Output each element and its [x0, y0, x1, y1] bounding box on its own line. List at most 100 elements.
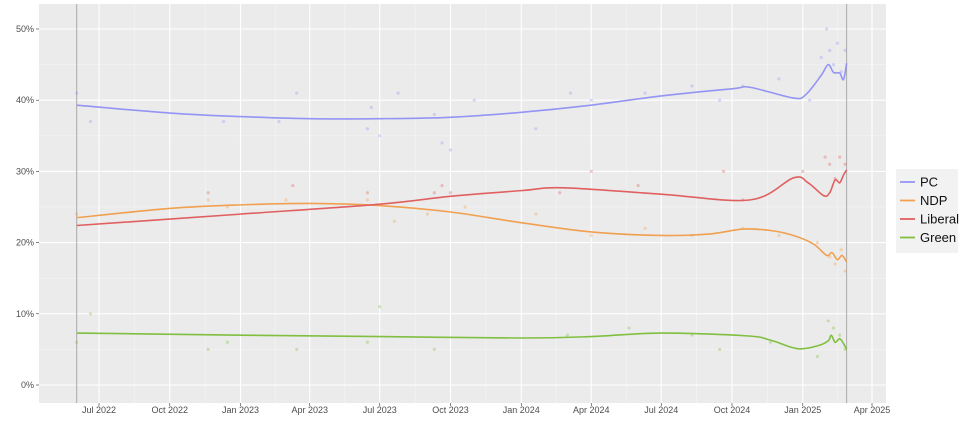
poll-point-pc: [295, 91, 299, 95]
x-axis: Jul 2022 Oct 2022 Jan 2023 Apr 2023 Jul 2023…: [82, 403, 890, 415]
poll-point-liberal: [721, 169, 726, 173]
poll-point-ndp: [843, 269, 847, 273]
poll-point-liberal: [843, 162, 847, 166]
poll-point-ndp: [206, 198, 210, 202]
poll-point-liberal: [448, 191, 453, 195]
x-tick-label: Oct 2024: [714, 405, 751, 415]
trend-line-liberal: [76, 169, 848, 227]
poll-point-green: [365, 340, 370, 344]
y-tick-label: 0%: [21, 380, 34, 390]
poll-point-green: [432, 347, 436, 351]
poll-point-pc: [277, 119, 281, 124]
poll-point-green: [378, 305, 382, 309]
poll-point-pc: [843, 48, 847, 52]
y-axis: 0% 10% 20% 30% 40% 50%: [16, 24, 39, 390]
poll-point-green: [718, 347, 722, 351]
poll-point-green: [838, 333, 842, 337]
gridlines: [39, 4, 886, 403]
poll-point-pc: [589, 98, 593, 102]
poll-point-pc: [825, 27, 829, 31]
x-tick-label: Oct 2023: [432, 405, 469, 415]
poll-point-liberal: [365, 191, 370, 195]
poll-point-ndp: [75, 212, 79, 216]
poll-point-liberal: [823, 155, 827, 159]
trend-lines: [76, 63, 848, 350]
poll-point-pc: [777, 77, 781, 81]
poll-point-liberal: [801, 169, 805, 173]
poll-point-ndp: [365, 198, 370, 202]
poll-point-ndp: [392, 219, 396, 223]
poll-point-pc: [831, 63, 836, 67]
poll-point-pc: [808, 98, 812, 102]
poll-point-liberal: [206, 191, 210, 195]
poll-point-green: [627, 326, 631, 330]
poll-point-ndp: [225, 205, 230, 209]
poll-point-green: [815, 354, 819, 359]
poll-point-pc: [369, 105, 373, 109]
poll-point-green: [225, 340, 230, 344]
poll-point-ndp: [777, 233, 781, 238]
poll-point-pc: [819, 55, 823, 60]
poll-point-pc: [839, 70, 843, 74]
legend-label-pc: PC: [920, 175, 938, 190]
poll-point-ndp: [833, 262, 837, 266]
poll-point-green: [768, 340, 773, 344]
poll-point-pc: [828, 48, 832, 52]
y-tick-label: 20%: [16, 238, 34, 248]
poll-point-green: [826, 319, 830, 323]
x-tick-label: Apr 2025: [854, 405, 891, 415]
poll-point-ndp: [534, 212, 538, 216]
legend-background: [896, 169, 958, 253]
trend-line-pc: [76, 63, 848, 120]
poll-point-ndp: [839, 248, 843, 252]
poll-point-green: [565, 333, 570, 337]
plot-panel: [39, 4, 886, 403]
poll-point-ndp: [463, 205, 467, 209]
poll-point-green: [690, 333, 694, 337]
y-tick-label: 30%: [16, 166, 34, 176]
poll-point-pc: [432, 112, 436, 117]
poll-point-pc: [440, 141, 444, 145]
poll-point-pc: [365, 127, 370, 131]
poll-point-pc: [378, 134, 382, 138]
poll-point-pc: [448, 148, 453, 152]
poll-point-pc: [835, 41, 839, 45]
poll-point-pc: [75, 91, 79, 95]
poll-point-liberal: [636, 184, 640, 188]
poll-point-liberal: [558, 191, 562, 195]
poll-point-liberal: [291, 184, 295, 188]
x-tick-label: Jan 2024: [503, 405, 540, 415]
poll-point-green: [206, 347, 210, 351]
poll-point-pc: [222, 119, 226, 124]
legend-label-liberal: Liberal: [920, 212, 959, 227]
x-tick-label: Apr 2024: [573, 405, 610, 415]
poll-point-pc: [88, 119, 93, 124]
legend: PC NDP Liberal Green: [896, 169, 959, 253]
legend-label-ndp: NDP: [920, 193, 947, 208]
poll-point-green: [88, 312, 93, 316]
y-tick-label: 10%: [16, 309, 34, 319]
legend-label-green: Green: [920, 230, 956, 245]
poll-point-pc: [690, 84, 694, 88]
trend-line-ndp: [76, 202, 848, 263]
x-tick-label: Oct 2022: [151, 405, 188, 415]
poll-point-liberal: [828, 162, 832, 166]
poll-point-ndp: [284, 198, 288, 202]
poll-point-green: [75, 340, 79, 344]
x-tick-label: Apr 2023: [291, 405, 328, 415]
poll-point-green: [831, 326, 836, 330]
y-tick-label: 40%: [16, 95, 34, 105]
x-tick-label: Jul 2023: [363, 405, 397, 415]
poll-point-pc: [396, 91, 400, 95]
trend-line-green: [76, 332, 848, 350]
poll-point-ndp: [589, 233, 593, 238]
poll-point-pc: [568, 91, 573, 95]
poll-point-ndp: [815, 241, 819, 245]
poll-point-pc: [643, 91, 647, 95]
event-lines: [76, 4, 848, 403]
poll-point-liberal: [432, 191, 436, 195]
x-tick-label: Jul 2022: [82, 405, 116, 415]
poll-point-green: [295, 347, 299, 351]
x-tick-label: Jul 2024: [644, 405, 678, 415]
y-tick-label: 50%: [16, 24, 34, 34]
